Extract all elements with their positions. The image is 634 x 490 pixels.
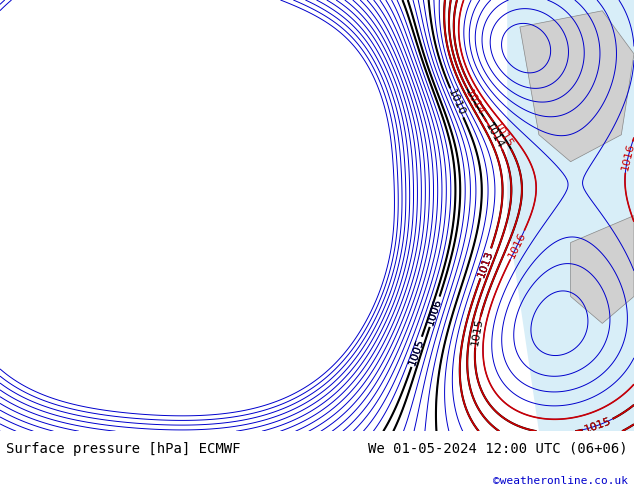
Text: 1006: 1006 [425,297,444,326]
Polygon shape [507,0,634,431]
Text: Surface pressure [hPa] ECMWF: Surface pressure [hPa] ECMWF [6,442,241,456]
Text: 1016: 1016 [507,230,528,260]
Polygon shape [571,216,634,323]
Text: 1015: 1015 [470,318,484,346]
Text: 1015: 1015 [583,416,613,435]
Polygon shape [520,11,634,162]
Text: 1013: 1013 [476,248,495,278]
Text: 1014: 1014 [463,88,486,118]
Text: 1016: 1016 [620,142,634,172]
Text: 1013: 1013 [476,248,495,278]
Text: 1015: 1015 [583,416,613,435]
Text: 1013: 1013 [476,248,495,278]
Text: 1005: 1005 [408,337,426,367]
Text: 1006: 1006 [425,297,444,326]
Text: We 01-05-2024 12:00 UTC (06+06): We 01-05-2024 12:00 UTC (06+06) [368,442,628,456]
Text: 1015: 1015 [491,121,514,149]
Text: 1005: 1005 [408,337,426,367]
Text: 1014: 1014 [484,121,506,150]
Text: ©weatheronline.co.uk: ©weatheronline.co.uk [493,476,628,486]
Text: 1010: 1010 [446,88,467,118]
